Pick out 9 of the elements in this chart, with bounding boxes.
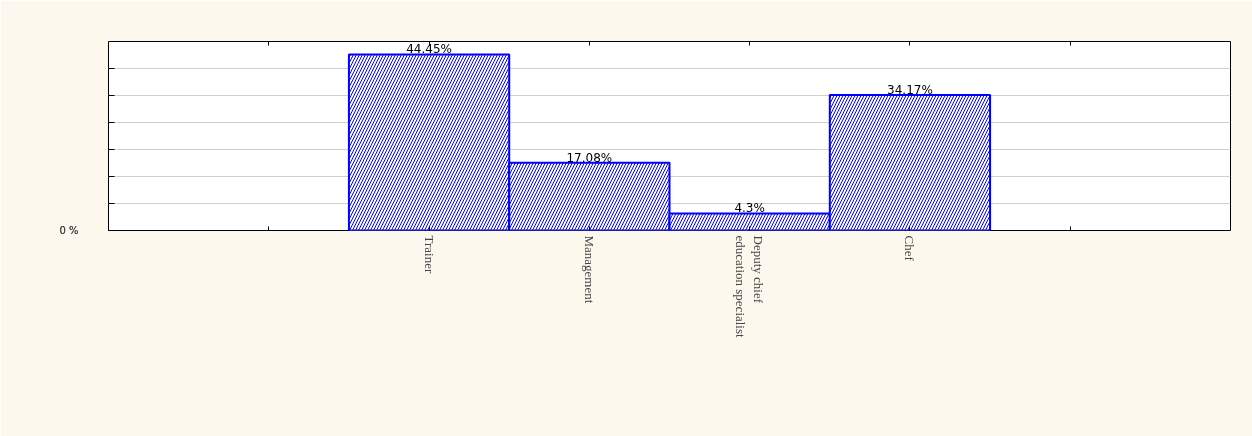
x-tick-label: Trainer (421, 235, 437, 274)
data-label: 34.17% (887, 83, 933, 98)
x-tick-label: Management (581, 235, 597, 304)
x-tick-label: Deputy chief education specialist (733, 235, 767, 339)
data-label: 17.08% (566, 150, 613, 165)
data-label: 44.45% (406, 42, 452, 57)
data-label: 4.3% (734, 201, 765, 216)
x-tick-label: Chef (902, 235, 918, 262)
text: 0 % (59, 225, 79, 236)
